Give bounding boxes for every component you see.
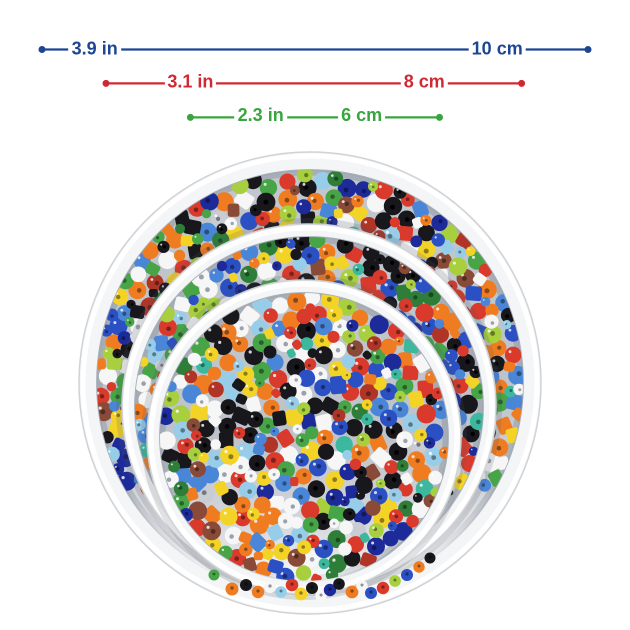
svg-text:6 cm: 6 cm bbox=[341, 105, 382, 125]
svg-text:3.1 in: 3.1 in bbox=[167, 72, 213, 92]
svg-text:8 cm: 8 cm bbox=[404, 72, 445, 92]
svg-text:10 cm: 10 cm bbox=[472, 39, 523, 59]
svg-text:2.3 in: 2.3 in bbox=[238, 105, 284, 125]
svg-text:3.9 in: 3.9 in bbox=[72, 39, 118, 59]
